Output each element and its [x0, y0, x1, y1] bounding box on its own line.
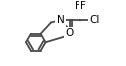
Text: N: N	[57, 15, 64, 25]
Text: Cl: Cl	[90, 15, 100, 25]
Text: F: F	[75, 1, 81, 11]
Text: O: O	[65, 28, 73, 38]
Text: F: F	[80, 1, 86, 11]
